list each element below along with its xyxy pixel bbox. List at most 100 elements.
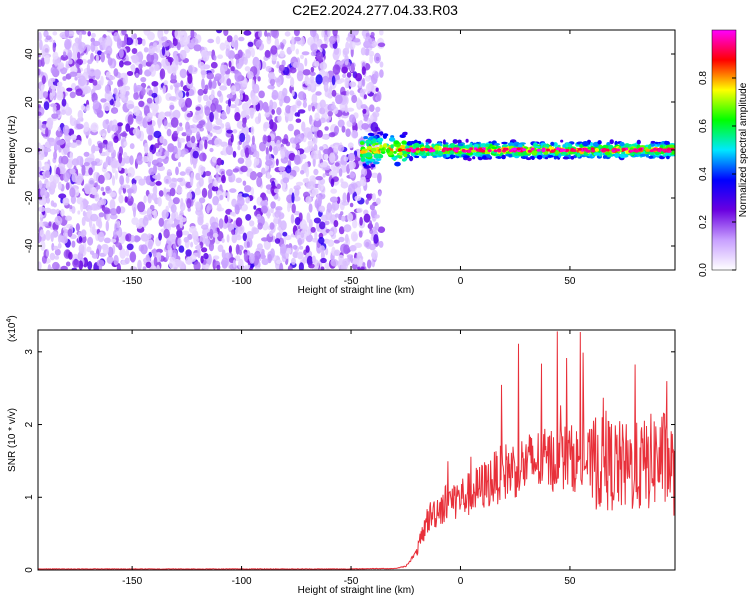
heatmap-cell (649, 151, 655, 156)
heatmap-cell (345, 41, 350, 52)
heatmap-cell (371, 249, 378, 260)
heatmap-cell (207, 189, 213, 200)
heatmap-cell (570, 155, 575, 160)
heatmap-cell (495, 156, 503, 159)
heatmap-cell (163, 118, 168, 127)
heatmap-cell (47, 122, 53, 130)
heatmap-cell (310, 226, 316, 233)
heatmap-cell (224, 214, 229, 224)
heatmap-cell-peak (634, 149, 639, 153)
heatmap-cell (41, 124, 47, 129)
heatmap-cell (323, 81, 329, 93)
heatmap-cell (363, 114, 369, 122)
heatmap-cell (148, 126, 153, 135)
heatmap-cell (434, 145, 440, 151)
heatmap-cell (75, 223, 80, 232)
heatmap-cell (342, 73, 347, 79)
heatmap-cell (602, 155, 607, 159)
heatmap-cell (71, 240, 76, 248)
heatmap-cell (311, 188, 319, 195)
heatmap-cell (56, 140, 64, 146)
heatmap-cell (92, 223, 96, 234)
heatmap-cell (271, 122, 278, 132)
heatmap-cell (98, 174, 105, 184)
heatmap-cell (190, 241, 194, 248)
heatmap-cell (442, 139, 446, 145)
heatmap-cell (92, 99, 100, 110)
heatmap-cell (179, 49, 187, 60)
heatmap-cell (204, 170, 212, 177)
heatmap-cell (235, 255, 241, 262)
heatmap-cell (187, 73, 193, 85)
heatmap-cell (58, 62, 65, 69)
heatmap-cell (55, 129, 63, 138)
heatmap-cell (282, 177, 290, 184)
heatmap-cell (63, 51, 67, 57)
heatmap-cell (332, 64, 341, 75)
heatmap-cell (245, 49, 252, 59)
heatmap-cell (365, 75, 371, 82)
heatmap-cell (351, 94, 358, 104)
heatmap-cell (206, 72, 215, 80)
heatmap-cell (166, 128, 172, 137)
heatmap-cell (90, 122, 99, 133)
heatmap-cell-peak (657, 149, 662, 153)
heatmap-cell (372, 143, 376, 147)
heatmap-cell (365, 199, 369, 205)
heatmap-cell (78, 42, 87, 52)
heatmap-cell (370, 31, 375, 38)
heatmap-cell (147, 193, 152, 204)
heatmap-cell (604, 151, 611, 156)
heatmap-cell (204, 106, 211, 117)
heatmap-cell (56, 90, 64, 101)
heatmap-cell (152, 248, 157, 258)
colorbar-ticks: 0.0 0.2 0.4 0.6 0.8 (698, 71, 736, 277)
heatmap-cell (465, 138, 469, 143)
heatmap-cell (106, 71, 111, 78)
heatmap-cell-peak (652, 147, 657, 151)
heatmap-cell (57, 181, 63, 190)
heatmap-cell (261, 258, 269, 266)
heatmap-cell (38, 68, 41, 76)
heatmap-cell (360, 157, 366, 162)
heatmap-cell (100, 75, 104, 86)
heatmap-cell (38, 119, 42, 130)
heatmap-cell (56, 81, 63, 88)
heatmap-xtick-label: -100 (232, 276, 252, 287)
heatmap-cell (664, 140, 668, 145)
heatmap-cell (366, 193, 372, 201)
heatmap-cell (40, 71, 44, 76)
heatmap-cell (243, 30, 252, 36)
heatmap-cell (354, 242, 363, 248)
heatmap-cell (270, 201, 276, 209)
heatmap-cell (264, 30, 268, 37)
heatmap-cell (69, 205, 73, 210)
heatmap-cell (209, 111, 215, 123)
heatmap-cell (213, 55, 217, 61)
heatmap-cell (467, 157, 472, 162)
heatmap-cell (562, 144, 566, 148)
heatmap-cell (287, 203, 291, 213)
heatmap-cell (609, 139, 614, 145)
heatmap-cell (293, 195, 301, 202)
heatmap-cell (650, 140, 656, 144)
heatmap-cell (226, 190, 230, 202)
heatmap-cell (243, 251, 248, 262)
heatmap-cell (647, 144, 652, 150)
heatmap-cell (158, 190, 164, 197)
heatmap-cell (246, 230, 254, 241)
heatmap-cell (359, 89, 365, 98)
heatmap-cell (235, 97, 239, 106)
heatmap-cell (369, 54, 374, 64)
heatmap-cell (77, 109, 84, 120)
heatmap-cell (198, 197, 206, 204)
heatmap-cell (88, 177, 95, 188)
heatmap-cell (38, 111, 42, 116)
heatmap-ytick-label: 0 (24, 147, 35, 153)
heatmap-cell (197, 216, 204, 226)
heatmap-cell (165, 50, 170, 57)
heatmap-cell (590, 142, 593, 147)
heatmap-xtick-label: -150 (122, 276, 142, 287)
heatmap-cell (236, 120, 244, 129)
heatmap-cell (370, 114, 374, 122)
